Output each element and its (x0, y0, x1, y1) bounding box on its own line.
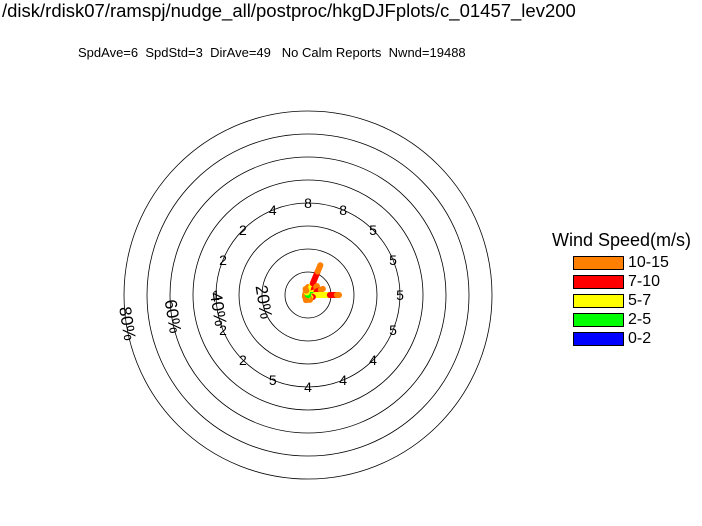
page-title: /disk/rdisk07/ramspj/nudge_all/postproc/… (2, 0, 576, 21)
dir-ave-stat: DirAve=49 (210, 45, 271, 60)
ring-80 (123, 110, 493, 480)
spd-ave-stat: SpdAve=6 (78, 45, 139, 60)
legend-swatch (573, 256, 624, 270)
direction-label-0: 8 (304, 195, 312, 211)
petal-segment-22_5-10-15 (314, 262, 324, 275)
ring-label-80: 80% (115, 305, 139, 342)
direction-label-67_5: 5 (389, 252, 397, 268)
ring-40 (215, 202, 401, 388)
legend-label: 5-7 (628, 292, 652, 309)
nwnd-stat: Nwnd=19488 (388, 45, 466, 60)
rose-petals (301, 262, 343, 304)
legend-label: 7-10 (628, 273, 661, 290)
direction-label-45: 5 (369, 222, 377, 238)
ring-labels: 20% 40% 60% 80% (115, 284, 275, 342)
legend-label: 2-5 (628, 311, 652, 328)
petal-segment-67_5-10-15 (317, 285, 326, 293)
legend-label: 0-2 (628, 330, 652, 347)
petal-segment-337_5-10-15 (302, 286, 310, 294)
ring-30 (238, 225, 378, 365)
ring-label-40: 40% (206, 291, 230, 328)
direction-label-337_5: 4 (269, 202, 277, 218)
direction-label-22_5: 8 (339, 202, 347, 218)
direction-label-135: 4 (369, 352, 377, 368)
direction-label-180: 4 (304, 379, 312, 395)
legend-title: Wind Speed(m/s) (552, 230, 692, 250)
legend-swatch (573, 294, 624, 308)
direction-label-225: 2 (239, 352, 247, 368)
legend-swatch (573, 332, 624, 346)
ring-50 (192, 179, 424, 411)
ring-label-60: 60% (161, 298, 185, 335)
ring-70 (146, 133, 470, 457)
direction-label-315: 2 (239, 222, 247, 238)
ring-20 (261, 248, 355, 342)
direction-label-112_5: 5 (389, 322, 397, 338)
stats-line: SpdAve=6 SpdStd=3 DirAve=49 No Calm Repo… (78, 45, 466, 60)
ring-60 (169, 156, 447, 434)
direction-label-292_5: 2 (219, 252, 227, 268)
spd-std-stat: SpdStd=3 (145, 45, 203, 60)
legend-swatch (573, 313, 624, 327)
direction-label-270: 1 (212, 287, 220, 303)
direction-label-90: 5 (396, 287, 404, 303)
direction-label-157_5: 4 (339, 372, 347, 388)
ring-label-20: 20% (252, 284, 276, 321)
petal-segment-45-10-15 (313, 283, 320, 290)
direction-label-247_5: 2 (219, 322, 227, 338)
legend-label: 10-15 (628, 254, 669, 271)
calm-stat: No Calm Reports (281, 45, 382, 60)
legend-swatch (573, 275, 624, 289)
direction-label-202_5: 5 (269, 372, 277, 388)
